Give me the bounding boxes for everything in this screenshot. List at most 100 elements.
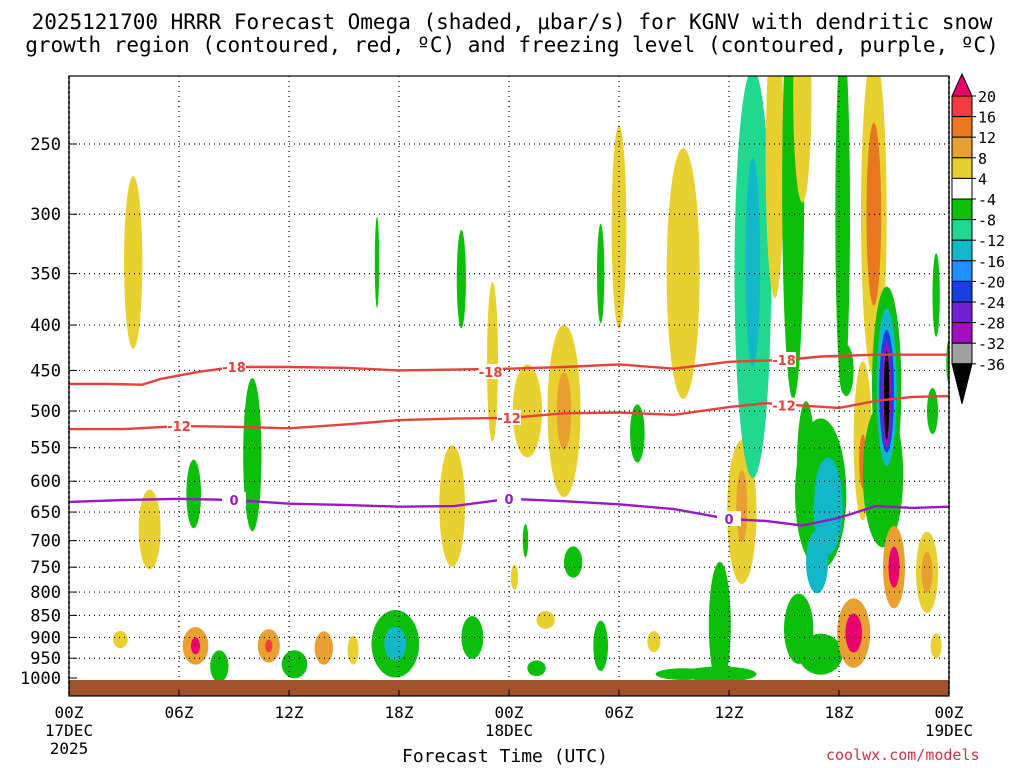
omega-shading-layer bbox=[113, 76, 949, 680]
isotherm-contours: -18 -18 -18 -12 -12 -12 0 0 0 bbox=[69, 352, 949, 528]
omega-blob-11 bbox=[314, 631, 334, 665]
contour-label-0: 0 bbox=[229, 494, 238, 509]
source-credit: coolwx.com/models bbox=[826, 746, 980, 764]
omega-blob-17 bbox=[456, 229, 466, 329]
colorbar-segment-11 bbox=[951, 301, 973, 324]
y-tick-label-600: 600 bbox=[30, 472, 61, 492]
x-tick-label-0: 00Z bbox=[55, 703, 84, 722]
omega-blob-49 bbox=[796, 401, 816, 536]
colorbar-label-16: 16 bbox=[978, 109, 996, 127]
colorbar-label--8: -8 bbox=[978, 212, 996, 230]
omega-blob-51 bbox=[839, 344, 854, 397]
omega-blob-64 bbox=[883, 350, 890, 440]
omega-blob-12 bbox=[347, 635, 359, 665]
omega-blob-40 bbox=[745, 157, 761, 367]
omega-blob-46 bbox=[806, 530, 828, 594]
omega-blob-48 bbox=[798, 633, 843, 675]
contour-label--12: -12 bbox=[167, 420, 191, 435]
colorbar-segment-1 bbox=[951, 95, 973, 118]
colorbar-segment-10 bbox=[951, 280, 973, 303]
contour-label-0: 0 bbox=[724, 513, 733, 528]
omega-blob-31 bbox=[630, 404, 645, 463]
x-year-label: 2025 bbox=[50, 739, 89, 758]
x-tick-label-42: 18Z bbox=[825, 703, 854, 722]
colorbar-segment-2 bbox=[951, 116, 973, 138]
omega-blob-29 bbox=[593, 620, 609, 672]
omega-blob-22 bbox=[522, 524, 529, 558]
colorbar-segment-4 bbox=[951, 157, 973, 179]
omega-blob-45 bbox=[813, 457, 843, 555]
x-axis-label: Forecast Time (UTC) bbox=[402, 746, 608, 767]
x-tick-label-48: 00Z bbox=[935, 703, 964, 722]
x-date-label: 17DEC bbox=[45, 721, 93, 740]
colorbar-label--12: -12 bbox=[978, 232, 1005, 250]
y-tick-label-400: 400 bbox=[30, 316, 61, 336]
omega-blob-6 bbox=[210, 650, 229, 680]
contour-label-bg bbox=[222, 492, 246, 508]
y-tick-label-450: 450 bbox=[30, 361, 61, 381]
colorbar-label--28: -28 bbox=[978, 315, 1005, 333]
contour-label-bg bbox=[772, 397, 796, 413]
chart-title-line-1: 2025121700 HRRR Forecast Omega (shaded, … bbox=[31, 10, 993, 34]
omega-blob-1 bbox=[138, 489, 161, 570]
contour-label--18: -18 bbox=[222, 361, 246, 376]
colorbar-top-arrow bbox=[951, 72, 973, 97]
contour-label-bg bbox=[717, 511, 741, 527]
colorbar-segment-3 bbox=[951, 136, 973, 159]
contour-label-bg bbox=[167, 418, 191, 434]
omega-blob-19 bbox=[487, 281, 498, 442]
x-date-label: 19DEC bbox=[925, 721, 973, 740]
contour-label-bg bbox=[497, 490, 521, 506]
colorbar-label--36: -36 bbox=[978, 356, 1005, 374]
chart-title-line-2: growth region (contoured, red, ºC) and f… bbox=[25, 33, 999, 57]
contour-label-bg bbox=[497, 409, 521, 425]
omega-blob-2 bbox=[113, 631, 128, 649]
colorbar-segment-9 bbox=[951, 260, 973, 282]
omega-blob-71 bbox=[930, 633, 942, 659]
contour-line--18 bbox=[69, 353, 949, 386]
colorbar-segment-8 bbox=[951, 239, 973, 262]
omega-blob-0 bbox=[124, 176, 143, 349]
colorbar-segment-13 bbox=[951, 342, 973, 365]
x-tick-label-30: 06Z bbox=[605, 703, 634, 722]
contour-label--18: -18 bbox=[772, 354, 796, 369]
omega-blob-3 bbox=[186, 459, 202, 529]
contour-label--12: -12 bbox=[772, 400, 796, 415]
y-tick-label-500: 500 bbox=[30, 402, 61, 422]
omega-blob-13 bbox=[374, 216, 380, 308]
y-tick-label-250: 250 bbox=[30, 135, 61, 155]
colorbar-label--16: -16 bbox=[978, 253, 1005, 271]
omega-blob-9 bbox=[265, 639, 273, 653]
y-tick-label-1000: 1000 bbox=[20, 669, 61, 689]
colorbar-segment-7 bbox=[951, 219, 973, 241]
omega-blob-5 bbox=[190, 637, 201, 655]
x-tick-label-18: 18Z bbox=[385, 703, 414, 722]
colorbar-bottom-arrow bbox=[951, 363, 973, 404]
y-tick-label-650: 650 bbox=[30, 503, 61, 523]
pressure-axis: 2503003504004505005506006507007508008509… bbox=[20, 135, 77, 689]
omega-blob-24 bbox=[536, 610, 555, 629]
y-tick-label-800: 800 bbox=[30, 583, 61, 603]
omega-blob-68 bbox=[921, 551, 933, 593]
omega-blob-23 bbox=[527, 660, 546, 677]
omega-blob-21 bbox=[512, 364, 542, 458]
omega-blob-18 bbox=[461, 615, 484, 659]
x-tick-label-12: 12Z bbox=[275, 703, 304, 722]
x-tick-label-6: 06Z bbox=[165, 703, 194, 722]
omega-blob-38 bbox=[736, 469, 748, 543]
y-tick-label-350: 350 bbox=[30, 265, 61, 285]
omega-blob-36 bbox=[655, 668, 711, 680]
colorbar-label--24: -24 bbox=[978, 294, 1005, 312]
y-tick-label-900: 900 bbox=[30, 628, 61, 648]
omega-blob-15 bbox=[384, 626, 407, 661]
y-tick-label-550: 550 bbox=[30, 439, 61, 459]
contour-label-bg bbox=[478, 364, 503, 380]
omega-blob-69 bbox=[932, 253, 940, 337]
contour-label-0: 0 bbox=[504, 493, 513, 508]
omega-blob-70 bbox=[927, 387, 938, 435]
omega-colorbar: 20 16 12 8 4 -4 -8 -12 -16 -20 -24 -28 -32 -36 bbox=[951, 72, 1005, 404]
contour-label-bg bbox=[772, 352, 796, 368]
omega-blob-34 bbox=[708, 561, 731, 680]
